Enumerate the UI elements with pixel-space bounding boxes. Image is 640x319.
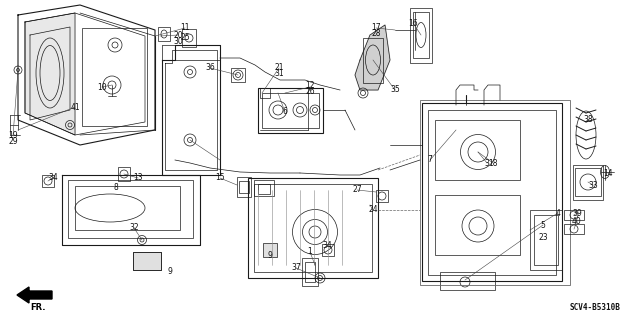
Text: 18: 18 — [488, 159, 498, 167]
Bar — [410, 8, 432, 63]
Text: 14: 14 — [603, 168, 613, 177]
Text: 30: 30 — [173, 36, 183, 46]
Bar — [258, 184, 270, 194]
Bar — [254, 180, 274, 196]
Bar — [413, 12, 429, 58]
Bar — [260, 88, 270, 98]
Text: 33: 33 — [588, 181, 598, 189]
Bar — [575, 168, 601, 196]
Bar — [75, 186, 180, 230]
Text: 40: 40 — [572, 217, 582, 226]
Text: 23: 23 — [538, 233, 548, 241]
Bar — [118, 167, 130, 181]
Bar — [573, 165, 603, 200]
Text: 7: 7 — [428, 155, 433, 165]
Text: 11: 11 — [180, 24, 189, 33]
Bar — [302, 258, 318, 286]
Bar — [133, 252, 161, 270]
Text: 31: 31 — [274, 70, 284, 78]
Bar — [133, 252, 161, 270]
Bar — [305, 262, 315, 282]
Text: 41: 41 — [70, 102, 80, 112]
Bar — [322, 244, 334, 256]
Text: 26: 26 — [305, 87, 315, 97]
Text: 29: 29 — [8, 137, 18, 146]
Bar — [530, 210, 562, 270]
FancyArrow shape — [17, 287, 52, 303]
Text: 17: 17 — [371, 24, 381, 33]
Text: 27: 27 — [352, 186, 362, 195]
Text: 4: 4 — [556, 209, 561, 218]
Text: 28: 28 — [371, 28, 381, 38]
Text: 15: 15 — [215, 174, 225, 182]
Text: 1: 1 — [308, 248, 312, 256]
Text: 34: 34 — [48, 174, 58, 182]
Text: 19: 19 — [8, 131, 18, 140]
Bar — [248, 178, 378, 278]
Bar — [534, 215, 558, 265]
Bar — [158, 27, 170, 41]
Text: 38: 38 — [583, 115, 593, 124]
Bar — [231, 68, 245, 82]
Text: 39: 39 — [572, 209, 582, 218]
Bar — [435, 195, 520, 255]
Bar — [254, 184, 372, 272]
Bar — [435, 120, 520, 180]
Text: 25: 25 — [180, 33, 190, 42]
Bar — [428, 110, 556, 275]
Text: 10: 10 — [97, 83, 107, 92]
Bar — [422, 103, 562, 281]
Text: 9: 9 — [168, 268, 172, 277]
Text: 24: 24 — [368, 205, 378, 214]
Bar — [68, 180, 193, 238]
Bar — [376, 190, 388, 202]
Text: 36: 36 — [205, 63, 215, 72]
Text: 9: 9 — [268, 250, 273, 259]
Bar — [237, 177, 251, 197]
Bar — [564, 210, 584, 220]
Bar — [363, 38, 383, 83]
Bar — [263, 243, 277, 257]
Bar — [239, 181, 249, 193]
Text: FR.: FR. — [30, 303, 45, 313]
Text: 8: 8 — [114, 183, 118, 192]
Text: 34: 34 — [322, 241, 332, 250]
Text: 32: 32 — [129, 224, 139, 233]
Text: 12: 12 — [305, 81, 315, 91]
Bar — [440, 272, 495, 290]
Bar — [182, 29, 196, 47]
Bar — [258, 88, 323, 133]
Text: 35: 35 — [390, 85, 400, 94]
Bar — [82, 28, 147, 126]
Bar — [42, 175, 54, 187]
Text: 3: 3 — [484, 159, 490, 167]
Text: 5: 5 — [541, 220, 545, 229]
Bar — [262, 93, 319, 128]
Text: SCV4-B5310B: SCV4-B5310B — [569, 303, 620, 313]
Polygon shape — [25, 13, 75, 135]
Bar — [420, 100, 570, 285]
Text: 21: 21 — [275, 63, 284, 72]
Text: 13: 13 — [133, 174, 143, 182]
Text: 20: 20 — [173, 31, 183, 40]
Text: 6: 6 — [283, 108, 287, 116]
Text: 16: 16 — [408, 19, 418, 27]
Text: 37: 37 — [291, 263, 301, 272]
Bar — [564, 224, 584, 234]
Polygon shape — [355, 25, 390, 90]
